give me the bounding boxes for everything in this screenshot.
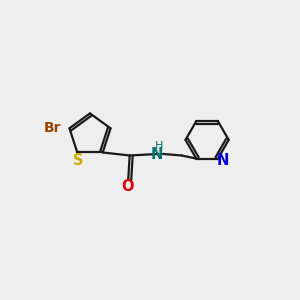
- Text: Br: Br: [43, 121, 61, 135]
- Text: O: O: [121, 179, 134, 194]
- Text: H: H: [154, 141, 163, 151]
- Text: N: N: [217, 153, 230, 168]
- Text: S: S: [73, 153, 83, 168]
- Text: N: N: [151, 147, 164, 162]
